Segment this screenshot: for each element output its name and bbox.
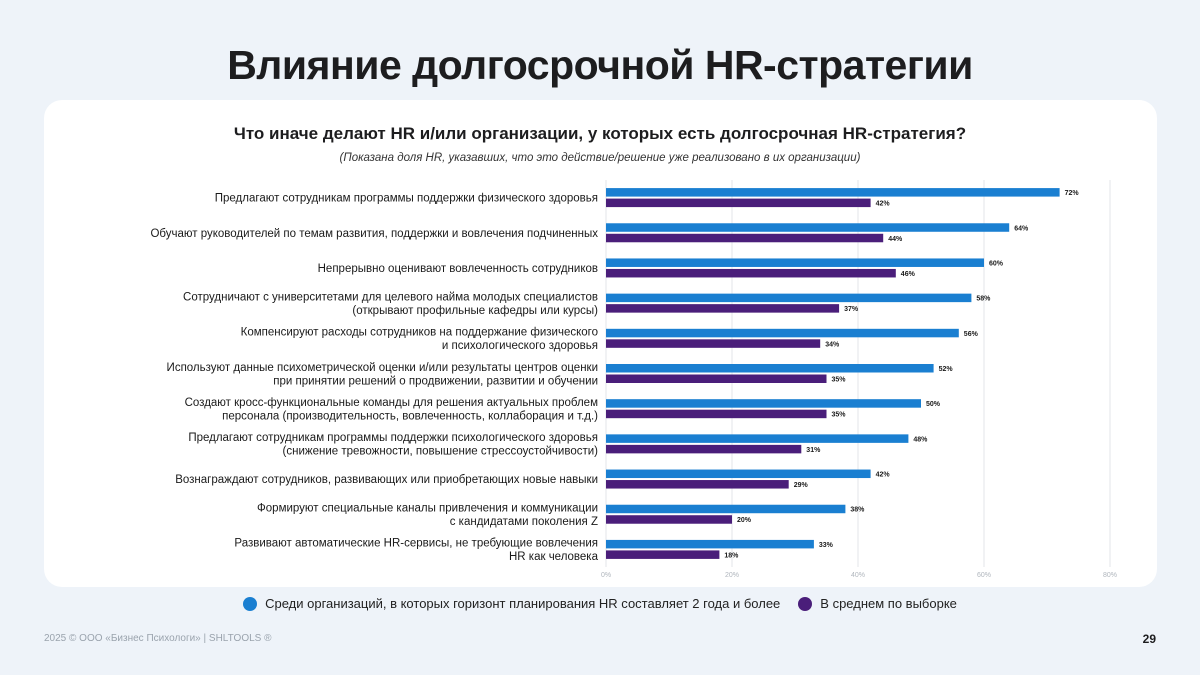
- bar-series-1-row-4: [606, 293, 972, 303]
- bar-series-1-row-8: [606, 434, 909, 443]
- category-label-5-line-1: Компенсируют расходы сотрудников на подд…: [241, 327, 598, 339]
- category-label-4-line-2: (открывают профильные кафедры или курсы): [352, 305, 598, 317]
- category-label-10-line-1: Формируют специальные каналы привлечения…: [257, 502, 598, 514]
- page-number: 29: [1142, 632, 1156, 646]
- footer-copyright: 2025 © ООО «Бизнес Психологи» | SHLTOOLS…: [44, 633, 272, 644]
- x-tick-label-20: 20%: [725, 572, 739, 579]
- bar-series-2-row-7: [606, 409, 827, 419]
- data-label-series-2-row-8: 31%: [806, 447, 821, 454]
- chart-subtitle: (Показана доля HR, указавших, что это де…: [339, 152, 861, 164]
- legend: Среди организаций, в которых горизонт пл…: [0, 596, 1200, 611]
- legend-item-series-1: Среди организаций, в которых горизонт пл…: [243, 596, 780, 611]
- data-label-series-1-row-7: 50%: [926, 401, 941, 408]
- data-label-series-2-row-5: 34%: [825, 341, 840, 348]
- bar-series-2-row-3: [606, 268, 896, 278]
- category-label-10-line-2: с кандидатами поколения Z: [450, 516, 598, 528]
- category-label-2: Обучают руководителей по темам развития,…: [150, 228, 598, 240]
- x-tick-label-80: 80%: [1103, 572, 1117, 579]
- data-label-series-2-row-6: 35%: [832, 377, 847, 384]
- chart-card: Что иначе делают HR и/или организации, у…: [44, 100, 1157, 587]
- data-label-series-2-row-7: 35%: [832, 412, 847, 419]
- category-label-8-line-2: (снижение тревожности, повышение стрессо…: [283, 446, 599, 458]
- bar-series-1-row-7: [606, 399, 921, 408]
- category-label-5-line-2: и психологического здоровья: [442, 340, 598, 352]
- x-tick-label-40: 40%: [851, 572, 865, 579]
- page-title: Влияние долгосрочной HR-стратегии: [227, 42, 973, 88]
- category-label-1: Предлагают сотрудникам программы поддерж…: [215, 193, 598, 205]
- bar-series-2-row-2: [606, 233, 884, 243]
- bar-series-2-row-4: [606, 304, 840, 313]
- bar-series-1-row-6: [606, 364, 934, 373]
- bar-series-1-row-1: [606, 188, 1060, 197]
- category-label-6-line-1: Используют данные психометрической оценк…: [167, 362, 598, 374]
- bar-series-2-row-10: [606, 515, 732, 524]
- x-tick-label-60: 60%: [977, 572, 991, 579]
- legend-item-series-2: В среднем по выборке: [798, 596, 957, 611]
- legend-label-series-1: Среди организаций, в которых горизонт пл…: [265, 596, 781, 611]
- category-label-7-line-1: Создают кросс-функциональные команды для…: [185, 397, 598, 409]
- data-label-series-1-row-6: 52%: [939, 366, 954, 373]
- category-label-11-line-1: Развивают автоматические HR-сервисы, не …: [234, 538, 598, 550]
- data-label-series-1-row-5: 56%: [964, 331, 979, 338]
- category-label-7-line-2: персонала (производительность, вовлеченн…: [222, 410, 598, 422]
- category-label-8-line-1: Предлагают сотрудникам программы поддерж…: [188, 432, 598, 444]
- legend-dot-series-1: [243, 596, 258, 611]
- bar-series-1-row-2: [606, 223, 1010, 232]
- category-label-6-line-2: при принятии решений о продвижении, разв…: [273, 375, 598, 387]
- data-label-series-2-row-11: 18%: [724, 552, 739, 559]
- data-label-series-1-row-2: 64%: [1014, 225, 1029, 232]
- data-label-series-2-row-4: 37%: [844, 306, 859, 313]
- bar-series-1-row-9: [606, 469, 871, 479]
- data-label-series-1-row-3: 60%: [989, 260, 1004, 267]
- data-label-series-2-row-10: 20%: [737, 517, 752, 524]
- bar-chart: 0% 20% 40% 60% 80% Предлагают сотрудникам про…: [150, 180, 1117, 579]
- data-label-series-2-row-3: 46%: [901, 271, 916, 278]
- bar-series-2-row-6: [606, 374, 827, 383]
- category-label-11-line-2: HR как человека: [509, 551, 599, 563]
- data-label-series-1-row-10: 38%: [850, 507, 865, 514]
- bar-series-2-row-1: [606, 198, 871, 208]
- bar-series-2-row-5: [606, 339, 821, 348]
- data-label-series-1-row-8: 48%: [913, 436, 928, 443]
- bar-series-2-row-11: [606, 550, 720, 559]
- category-label-3: Непрерывно оценивают вовлеченность сотру…: [318, 263, 598, 275]
- bar-series-2-row-8: [606, 444, 802, 454]
- data-label-series-1-row-9: 42%: [876, 472, 891, 479]
- data-label-series-1-row-4: 58%: [976, 296, 991, 303]
- bar-series-1-row-10: [606, 504, 846, 514]
- chart-title: Что иначе делают HR и/или организации, у…: [233, 124, 967, 143]
- category-label-4-line-1: Сотрудничают с университетами для целево…: [183, 291, 598, 303]
- legend-dot-series-2: [798, 596, 813, 611]
- bar-series-2-row-9: [606, 480, 789, 489]
- bar-series-1-row-5: [606, 328, 959, 338]
- data-label-series-2-row-1: 42%: [876, 201, 891, 208]
- category-label-9: Вознаграждают сотрудников, развивающих и…: [175, 474, 598, 486]
- data-label-series-2-row-9: 29%: [794, 482, 809, 489]
- legend-label-series-2: В среднем по выборке: [820, 596, 957, 611]
- data-label-series-1-row-11: 33%: [819, 542, 834, 549]
- bar-series-1-row-11: [606, 539, 814, 549]
- bar-series-1-row-3: [606, 258, 984, 267]
- x-tick-label-0: 0%: [601, 572, 611, 579]
- data-label-series-2-row-2: 44%: [888, 236, 903, 243]
- data-label-series-1-row-1: 72%: [1065, 190, 1080, 197]
